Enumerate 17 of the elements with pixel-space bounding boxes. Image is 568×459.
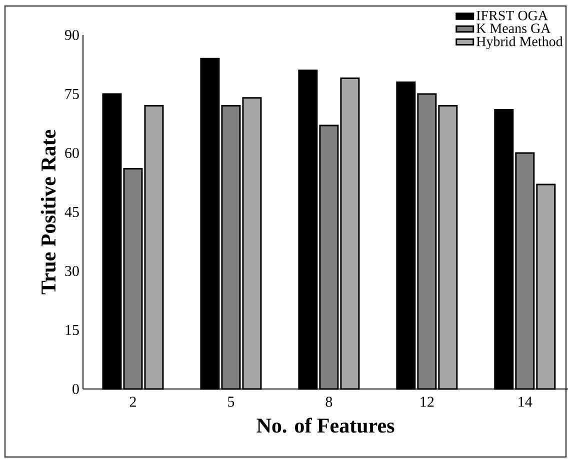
y-tick-label: 45 [64,206,79,218]
legend-label: K Means GA [476,24,551,34]
x-tick-label: 5 [228,396,234,407]
y-tick-label: 15 [66,324,79,336]
y-tick-label: 60 [65,148,79,158]
x-tick-label: 8 [326,396,332,407]
y-tick-label: 30 [65,266,79,276]
x-tick-label: 2 [130,396,136,407]
x-tick-label: 14 [518,396,532,407]
legend-label: IFRST OGA [476,10,548,20]
y-tick-label: 0 [72,384,79,394]
x-tick-label: 12 [420,396,434,407]
x-axis-title: No. of Features [256,418,394,433]
legend-label: Hybrid Method [476,36,563,50]
y-tick-label: 75 [65,89,79,99]
y-tick-label: 90 [64,30,79,40]
y-axis-title: True Positive Rate [40,130,56,294]
